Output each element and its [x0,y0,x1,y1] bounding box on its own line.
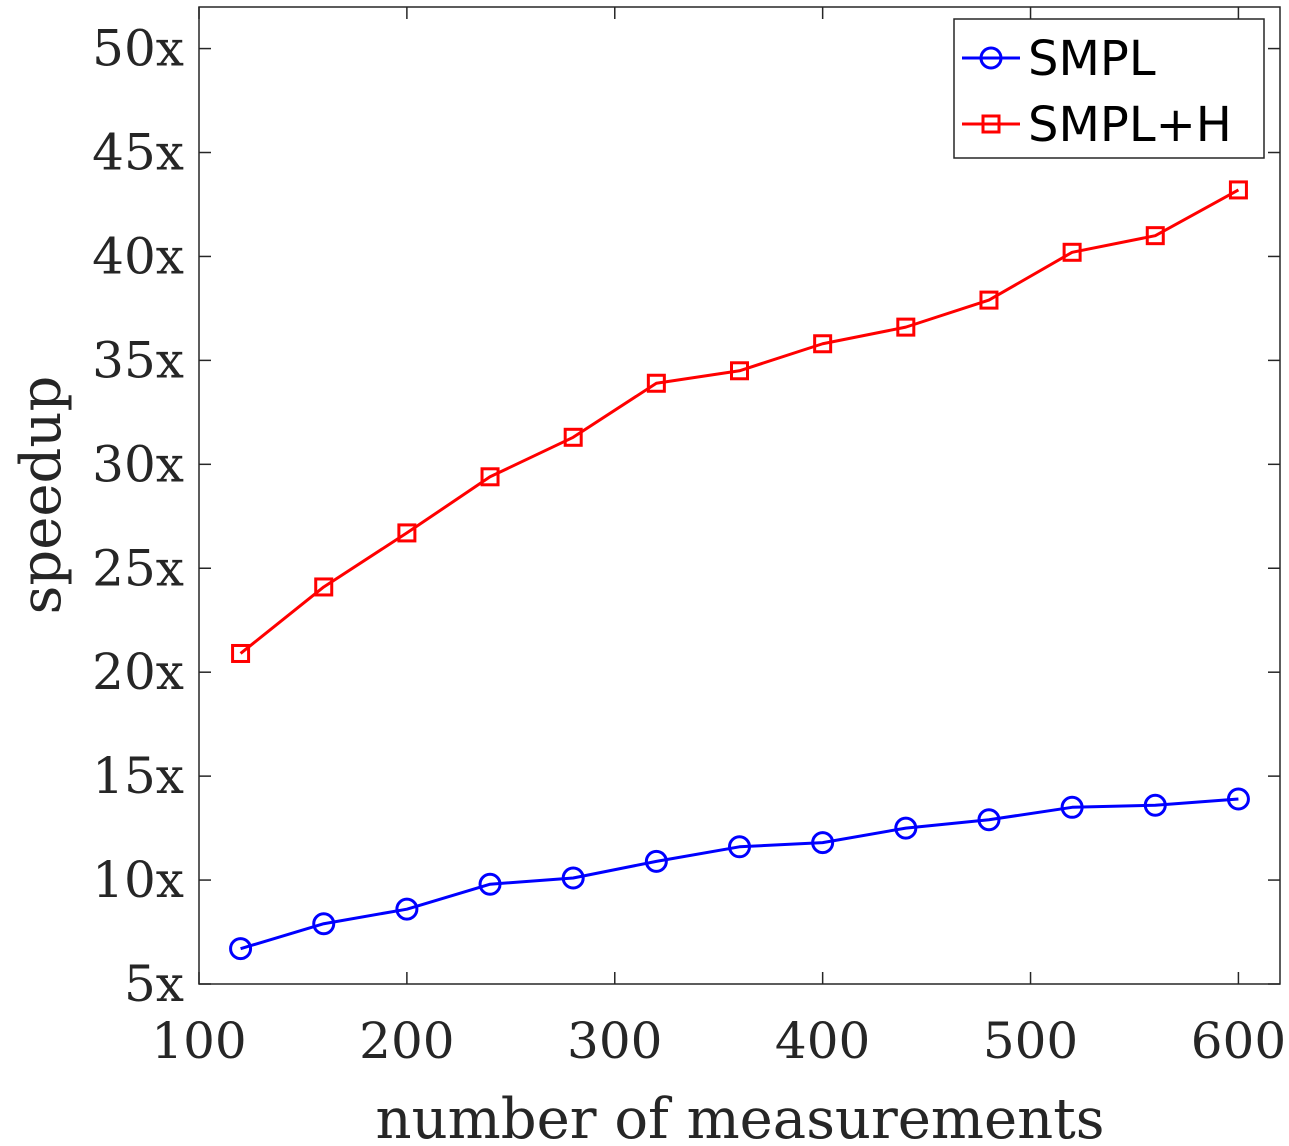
legend-circle-marker [979,46,1003,70]
y-tick-label: 35x [92,331,184,389]
data-point-smpl-h [231,643,251,663]
series-line-smpl-h [239,188,1240,655]
data-point-smpl [395,897,419,921]
data-point-smpl [1060,795,1084,819]
data-point-smpl-h [397,523,417,543]
y-axis-title: speedup [9,376,74,615]
data-point-smpl-h [896,317,916,337]
legend-item-smpl: SMPL [962,31,1156,87]
y-tick-label: 25x [92,539,184,597]
data-point-smpl [561,866,585,890]
legend: SMPL SMPL+H [953,18,1265,159]
legend-label-smpl: SMPL [1028,31,1156,87]
x-tick-label: 300 [567,1012,662,1070]
y-tick-label: 15x [92,747,184,805]
y-tick-label: 50x [92,20,184,78]
plot-area-frame [198,6,1281,985]
data-point-smpl-h [563,427,583,447]
series-line-smpl [240,797,1239,951]
y-tick-label: 40x [92,227,184,285]
data-point-smpl-h [646,373,666,393]
data-point-smpl-h [1145,226,1165,246]
y-tick-label: 30x [92,435,184,493]
data-point-smpl [728,835,751,859]
legend-label-smpl-h: SMPL+H [1028,97,1232,153]
x-tick-label: 200 [359,1012,454,1070]
data-point-smpl [894,816,918,840]
data-point-smpl [644,849,668,873]
x-axis-title: number of measurements [376,1087,1105,1146]
data-point-smpl [478,872,502,896]
axis-ticks: 100 200 300 400 500 600 5x 10x 15x 20x 25x 30x 35x 40… [92,7,1286,1070]
legend-box [953,18,1265,159]
legend-item-smpl-h: SMPL+H [962,97,1232,153]
data-point-smpl-h [1062,242,1082,262]
data-point-smpl-h [730,361,749,381]
x-tick-label: 500 [983,1012,1078,1070]
x-tick-label: 600 [1191,1012,1286,1070]
data-point-smpl [1143,793,1167,817]
y-tick-label: 5x [124,955,184,1013]
y-tick-label: 45x [92,124,184,182]
data-point-smpl [811,831,835,855]
legend-square-marker [981,114,1001,134]
data-point-smpl-h [813,334,833,354]
series-smpl [229,787,1250,961]
x-tick-label: 100 [151,1012,246,1070]
data-point-smpl-h [480,467,500,487]
data-point-smpl-h [1228,180,1248,200]
data-point-smpl [977,808,1001,832]
y-tick-label: 10x [92,851,184,909]
data-point-smpl [1226,787,1250,811]
data-point-smpl-h [314,577,334,597]
plot-marks [229,180,1250,961]
data-point-smpl [229,937,253,961]
data-point-smpl-h [979,290,999,310]
x-tick-label: 400 [775,1012,870,1070]
data-point-smpl [312,912,336,936]
series-smpl-h [231,180,1248,663]
y-tick-label: 20x [92,643,184,701]
